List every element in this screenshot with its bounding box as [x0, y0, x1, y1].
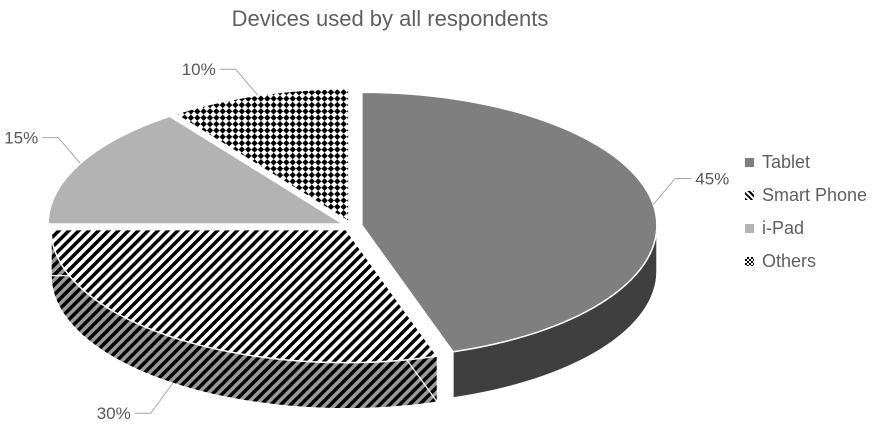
legend-swatch-i-pad [745, 224, 754, 233]
legend: Tablet Smart Phone i-Pad Others [745, 146, 867, 278]
leader-line-tablet [652, 177, 692, 205]
data-label-i-pad: 15% [4, 129, 38, 148]
data-label-tablet: 45% [695, 169, 729, 188]
chart-title: Devices used by all respondents [231, 6, 549, 31]
data-label-smart-phone: 30% [97, 404, 131, 423]
legend-label-others: Others [762, 251, 817, 271]
legend-item-tablet: Tablet [745, 146, 867, 179]
data-label-others: 10% [182, 60, 216, 79]
legend-swatch-tablet [745, 158, 754, 167]
legend-swatch-smart-phone [745, 191, 754, 200]
legend-label-smart-phone: Smart Phone [762, 185, 868, 205]
legend-label-i-pad: i-Pad [762, 218, 805, 238]
leader-line-i-pad [42, 137, 81, 164]
legend-item-others: Others [745, 245, 867, 278]
legend-item-i-pad: i-Pad [745, 212, 867, 245]
legend-item-smart-phone: Smart Phone [745, 179, 867, 212]
leader-line-others [219, 68, 259, 96]
leader-line-smart-phone [134, 382, 174, 414]
slice-tablet [361, 91, 658, 353]
legend-label-tablet: Tablet [762, 152, 811, 172]
slice-smart-phone [50, 228, 439, 364]
legend-swatch-others [745, 257, 754, 266]
